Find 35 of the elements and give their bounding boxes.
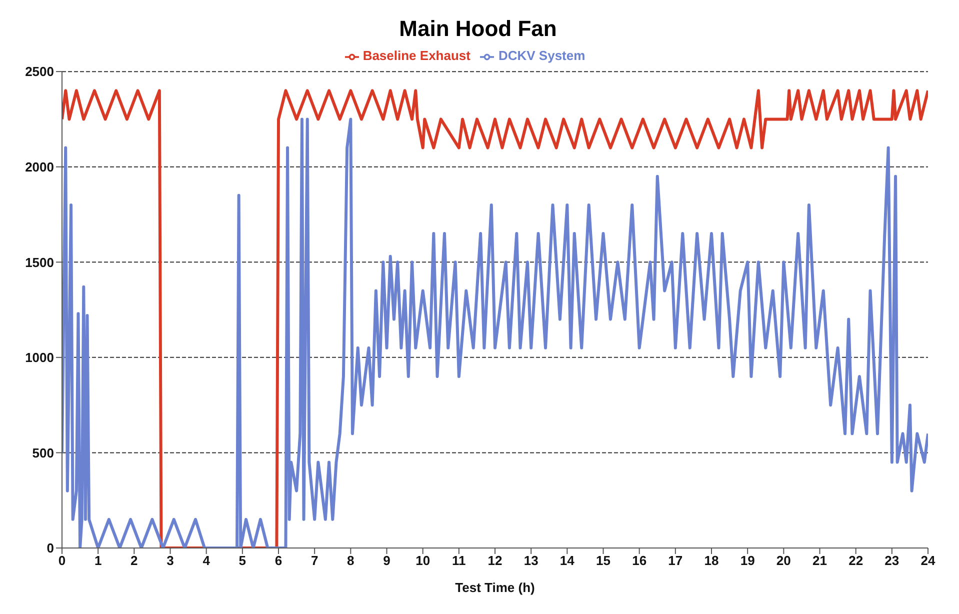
x-tick-label: 13 bbox=[524, 553, 538, 568]
x-tick-label: 8 bbox=[347, 553, 354, 568]
x-tick-label: 17 bbox=[668, 553, 683, 568]
x-tick-label: 23 bbox=[884, 553, 900, 568]
x-tick-label: 12 bbox=[488, 553, 502, 568]
legend-label: DCKV System bbox=[498, 48, 586, 63]
y-tick-label: 1500 bbox=[25, 254, 54, 270]
y-tick-label: 500 bbox=[32, 445, 54, 460]
x-tick-label: 22 bbox=[848, 553, 864, 568]
x-tick-label: 21 bbox=[812, 553, 827, 568]
x-tick-label: 19 bbox=[740, 553, 755, 568]
x-tick-label: 9 bbox=[383, 553, 390, 568]
x-tick-label: 5 bbox=[238, 553, 246, 568]
x-tick-label: 3 bbox=[166, 553, 174, 568]
x-tick-label: 16 bbox=[632, 553, 647, 568]
x-tick-label: 14 bbox=[560, 553, 576, 568]
x-tick-label: 15 bbox=[596, 553, 610, 568]
legend-label: Baseline Exhaust bbox=[362, 48, 470, 63]
y-tick-label: 2000 bbox=[25, 159, 54, 174]
x-tick-label: 7 bbox=[310, 553, 318, 568]
x-tick-label: 0 bbox=[58, 553, 66, 568]
x-axis-title: Test Time (h) bbox=[455, 580, 535, 595]
y-tick-label: 0 bbox=[46, 540, 54, 556]
x-tick-label: 10 bbox=[416, 553, 430, 568]
x-tick-label: 24 bbox=[920, 553, 936, 568]
y-tick-label: 1000 bbox=[25, 350, 54, 366]
x-tick-label: 1 bbox=[94, 553, 102, 568]
x-tick-label: 2 bbox=[130, 553, 138, 568]
y-tick-label: 2500 bbox=[25, 64, 54, 80]
x-tick-label: 6 bbox=[274, 553, 282, 568]
x-tick-label: 4 bbox=[202, 553, 211, 568]
x-tick-label: 18 bbox=[704, 553, 719, 568]
x-tick-label: 11 bbox=[452, 553, 466, 568]
x-tick-label: 20 bbox=[776, 553, 791, 568]
chart-title: Main Hood Fan bbox=[398, 15, 558, 42]
